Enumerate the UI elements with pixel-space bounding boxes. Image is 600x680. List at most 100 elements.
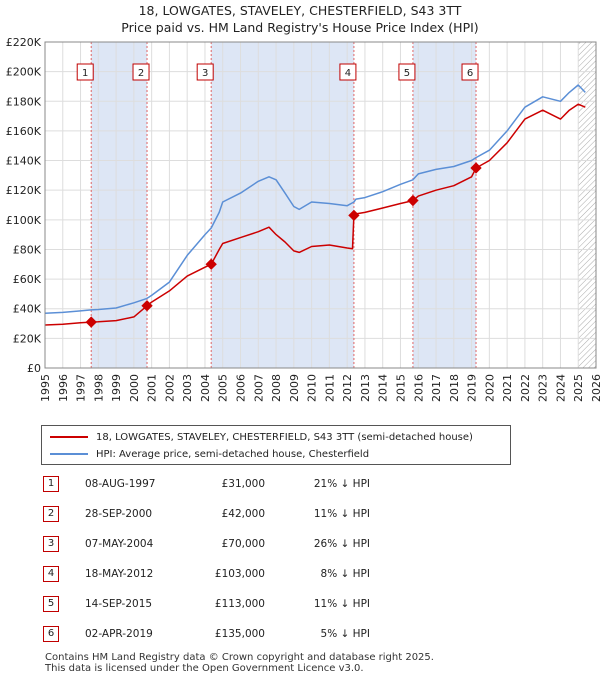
y-tick-label: £40K	[13, 303, 42, 316]
sale-point	[470, 162, 482, 174]
hpi-line	[44, 84, 586, 314]
sale-point	[141, 300, 153, 312]
legend-item-property: 18, LOWGATES, STAVELEY, CHESTERFIELD, S4…	[50, 430, 473, 444]
y-tick-label: £140K	[6, 155, 42, 168]
legend-swatch-hpi	[50, 453, 88, 455]
legend-label-property: 18, LOWGATES, STAVELEY, CHESTERFIELD, S4…	[96, 431, 473, 443]
x-tick-label: 2009	[288, 374, 301, 402]
x-tick-label: 2025	[572, 374, 585, 402]
shaded-band	[412, 42, 477, 368]
x-tick-label: 2026	[590, 374, 600, 402]
sale-label-frame	[398, 63, 416, 81]
sale-label-box: 4	[339, 63, 357, 81]
x-tick-label: 1996	[57, 374, 70, 402]
x-tick-label: 2015	[394, 374, 407, 402]
x-tick-label: 2016	[412, 374, 425, 402]
shaded-band	[211, 42, 354, 368]
transaction-hpi-diff: 5% ↓ HPI	[320, 628, 370, 640]
transaction-hpi-diff: 11% ↓ HPI	[313, 508, 370, 520]
x-tick-label: 2020	[483, 374, 496, 402]
sale-point	[348, 209, 360, 222]
transaction-price: £42,000	[221, 508, 265, 520]
transaction-row: 4 18-MAY-2012 £103,000 8% ↓ HPI	[0, 566, 600, 586]
x-tick-label: 2022	[519, 374, 532, 402]
transaction-price: £113,000	[214, 598, 265, 610]
legend-item-hpi: HPI: Average price, semi-detached house,…	[50, 447, 369, 461]
transaction-hpi-diff: 21% ↓ HPI	[313, 478, 370, 490]
x-tick-label: 2000	[128, 374, 141, 402]
x-tick-label: 2004	[199, 374, 212, 402]
y-tick-label: £0	[27, 362, 41, 375]
sale-label-box: 6	[461, 63, 479, 81]
transaction-date: 14-SEP-2015	[85, 598, 153, 610]
y-tick-label: £100K	[6, 214, 42, 227]
x-tick-label: 1998	[92, 374, 105, 402]
transaction-price: £103,000	[214, 568, 265, 580]
transaction-number: 6	[43, 626, 59, 642]
footer: Contains HM Land Registry data © Crown c…	[45, 652, 434, 674]
x-tick-label: 2021	[501, 374, 514, 402]
x-tick-label: 2013	[359, 374, 372, 402]
sale-label-text: 1	[82, 68, 88, 79]
transaction-hpi-diff: 11% ↓ HPI	[313, 598, 370, 610]
transaction-number: 4	[43, 566, 59, 582]
x-tick-label: 1997	[75, 374, 88, 402]
footer-copyright: Contains HM Land Registry data © Crown c…	[45, 652, 434, 663]
transaction-row: 3 07-MAY-2004 £70,000 26% ↓ HPI	[0, 536, 600, 556]
x-tick-label: 2002	[163, 374, 176, 402]
x-tick-label: 1999	[110, 374, 123, 402]
sale-label-frame	[132, 63, 150, 81]
transaction-row: 2 28-SEP-2000 £42,000 11% ↓ HPI	[0, 506, 600, 526]
sale-label-text: 2	[138, 68, 144, 79]
x-tick-label: 2023	[537, 374, 550, 402]
transaction-number: 2	[43, 506, 59, 522]
transaction-row: 6 02-APR-2019 £135,000 5% ↓ HPI	[0, 626, 600, 646]
x-tick-label: 2003	[181, 374, 194, 402]
sale-label-box: 3	[196, 63, 214, 81]
transaction-row: 5 14-SEP-2015 £113,000 11% ↓ HPI	[0, 596, 600, 616]
y-tick-label: £80K	[13, 243, 42, 256]
sale-label-box: 1	[76, 63, 94, 81]
sale-label-frame	[76, 63, 94, 81]
y-tick-label: £20K	[13, 332, 42, 345]
transaction-hpi-diff: 8% ↓ HPI	[320, 568, 370, 580]
sale-label-text: 6	[467, 68, 473, 79]
transaction-row: 1 08-AUG-1997 £31,000 21% ↓ HPI	[0, 476, 600, 496]
y-tick-label: £120K	[6, 184, 42, 197]
plot-border	[44, 41, 597, 369]
transaction-price: £70,000	[221, 538, 265, 550]
x-tick-label: 1995	[39, 374, 52, 402]
sale-label-box: 2	[132, 63, 150, 81]
price-chart: £0 £20K £40K £60K £80K £100K £120K £140K £160K £1…	[6, 36, 600, 402]
y-tick-label: £180K	[6, 95, 42, 108]
chart-title-line1: 18, LOWGATES, STAVELEY, CHESTERFIELD, S4…	[138, 3, 462, 18]
sale-label-box: 5	[398, 63, 416, 81]
shaded-band	[91, 42, 148, 368]
x-tick-label: 2017	[430, 374, 443, 402]
transaction-date: 28-SEP-2000	[85, 508, 153, 520]
x-tick-label: 2010	[306, 374, 319, 402]
footer-licence: This data is licensed under the Open Gov…	[45, 663, 364, 674]
legend-label-hpi: HPI: Average price, semi-detached house,…	[96, 448, 370, 460]
x-tick-label: 2014	[377, 374, 390, 402]
transaction-number: 5	[43, 596, 59, 612]
transaction-price: £31,000	[221, 478, 265, 490]
y-tick-label: £60K	[13, 273, 42, 286]
x-tick-label: 2012	[341, 374, 354, 402]
legend: 18, LOWGATES, STAVELEY, CHESTERFIELD, S4…	[41, 425, 511, 465]
transaction-date: 07-MAY-2004	[85, 538, 154, 550]
y-tick-label: £220K	[6, 36, 42, 49]
transaction-date: 18-MAY-2012	[85, 568, 154, 580]
transaction-price: £135,000	[214, 628, 265, 640]
transaction-hpi-diff: 26% ↓ HPI	[313, 538, 370, 550]
sale-label-text: 3	[202, 68, 208, 79]
sale-label-frame	[339, 63, 357, 81]
sale-label-text: 4	[345, 68, 351, 79]
chart-title-line2: Price paid vs. HM Land Registry's House …	[121, 20, 479, 35]
x-tick-label: 2001	[146, 374, 159, 402]
x-tick-label: 2008	[270, 374, 283, 402]
transaction-number: 1	[43, 476, 59, 492]
y-tick-label: £200K	[6, 66, 42, 79]
sale-label-frame	[461, 63, 479, 81]
x-tick-label: 2007	[252, 374, 265, 402]
